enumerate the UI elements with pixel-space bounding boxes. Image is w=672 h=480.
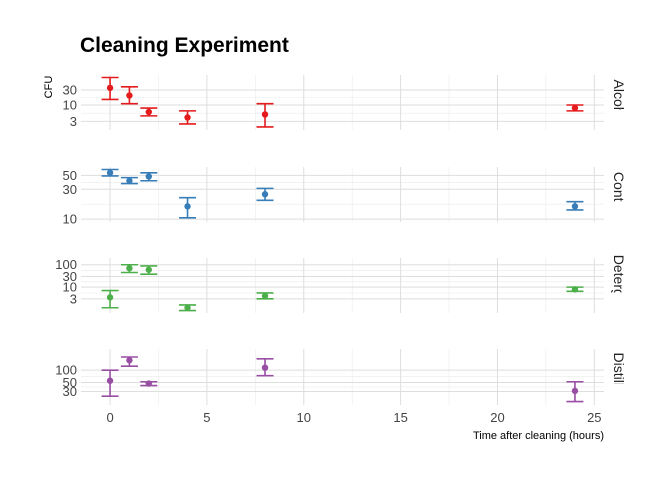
y-tick-label: 30 (63, 269, 77, 284)
data-point (140, 107, 158, 117)
point-marker (184, 304, 191, 311)
point-marker (145, 380, 152, 387)
point-marker (106, 377, 114, 384)
data-point (256, 357, 274, 377)
point-marker (145, 108, 152, 116)
point-marker (106, 84, 114, 92)
point-marker (126, 177, 133, 184)
point-marker (261, 364, 269, 371)
data-point (179, 196, 197, 219)
point-marker (126, 357, 133, 364)
x-tick-label: 0 (106, 410, 113, 425)
point-marker (145, 173, 152, 180)
data-point (101, 289, 119, 309)
strip-label: Detergent (611, 255, 627, 317)
data-point (120, 176, 138, 185)
y-tick-label: 3 (70, 291, 77, 306)
data-point (566, 104, 584, 112)
y-tick-label: 50 (63, 168, 77, 183)
point-marker (106, 169, 114, 176)
y-tick-label: 10 (63, 280, 77, 295)
x-tick-label: 15 (393, 410, 407, 425)
point-marker (126, 92, 133, 99)
data-point (566, 286, 584, 293)
point-marker (261, 292, 269, 300)
y-tick-label: 30 (63, 82, 77, 97)
data-point (140, 265, 158, 275)
point-marker (106, 294, 114, 301)
data-point (179, 304, 197, 312)
data-point (101, 76, 119, 101)
point-marker (261, 111, 269, 118)
data-point (120, 263, 138, 274)
data-point (566, 380, 584, 403)
strip-label: Alcohol (611, 80, 627, 126)
y-tick-label: 100 (55, 363, 77, 378)
y-tick-label: 3 (70, 114, 77, 129)
y-tick-label: 10 (63, 212, 77, 227)
x-tick-label: 5 (203, 410, 210, 425)
data-point (120, 85, 138, 105)
x-tick-label: 20 (490, 410, 504, 425)
point-marker (571, 104, 579, 112)
data-point (256, 187, 274, 202)
y-tick-label: 50 (63, 375, 77, 390)
point-marker (571, 203, 579, 210)
x-axis-title: Time after cleaning (hours) (473, 430, 604, 442)
chart-title: Cleaning Experiment (80, 34, 289, 57)
strip-label: Distilled (611, 352, 627, 401)
strip-label: Control (611, 172, 627, 217)
y-tick-label: 30 (63, 384, 77, 399)
point-marker (184, 203, 191, 210)
data-point (120, 356, 138, 368)
point-marker (571, 286, 579, 293)
point-marker (126, 265, 133, 272)
y-tick-label: 30 (63, 182, 77, 197)
data-point (101, 369, 119, 398)
y-tick-label: 100 (55, 257, 77, 272)
x-tick-label: 10 (297, 410, 311, 425)
data-point (179, 110, 197, 125)
data-point (566, 200, 584, 211)
y-tick-label: 10 (63, 97, 77, 112)
data-point (140, 171, 158, 182)
data-point (101, 168, 119, 177)
y-axis-title: CFU (43, 76, 55, 99)
x-tick-label: 25 (587, 410, 601, 425)
point-marker (261, 191, 269, 198)
data-point (140, 380, 158, 387)
point-marker (184, 114, 191, 121)
point-marker (571, 387, 579, 395)
data-point (256, 102, 274, 128)
data-point (256, 292, 274, 300)
point-marker (145, 266, 152, 273)
